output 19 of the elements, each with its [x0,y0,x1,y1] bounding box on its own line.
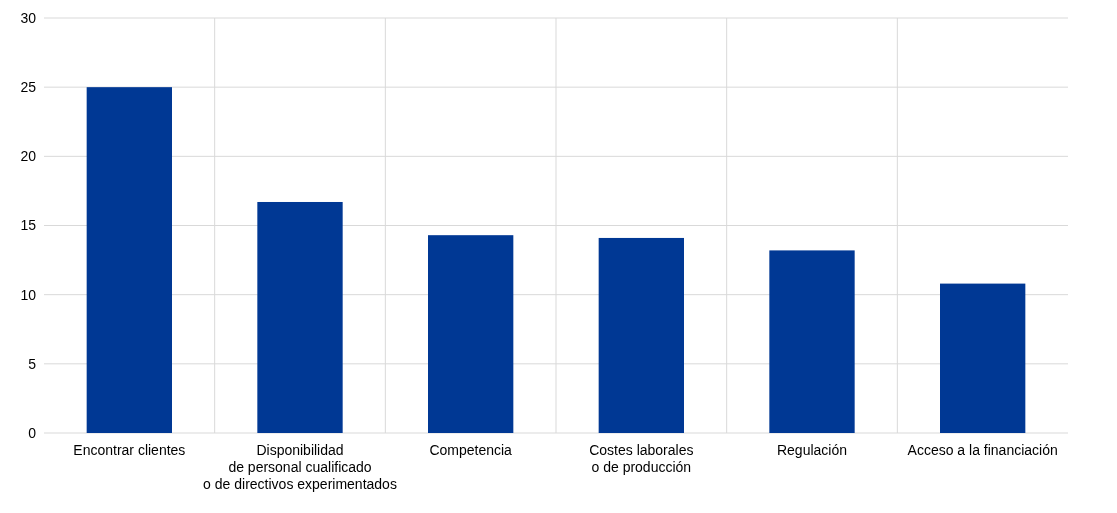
bar [598,237,684,433]
y-tick-label: 0 [28,424,37,441]
x-tick-label: Acceso a la financiación [907,442,1058,458]
x-tick-label: Disponibilidad de personal cualificado o de directivos experimentados [203,442,397,492]
x-tick-label: Encontrar clientes [73,442,186,458]
bar [769,250,855,433]
bar [86,87,172,433]
bar [257,201,343,433]
bar [940,283,1026,433]
x-tick-label: Costes laborales o de producción [589,442,694,475]
y-tick-label: 30 [20,9,37,26]
x-tick-label: Competencia [429,442,513,458]
y-tick-label: 5 [28,355,37,372]
x-tick-label: Regulación [776,442,848,458]
y-tick-label: 25 [20,79,37,96]
y-tick-label: 15 [20,217,37,234]
bar [428,235,514,433]
y-tick-label: 10 [20,286,37,303]
y-tick-label: 20 [20,148,37,165]
